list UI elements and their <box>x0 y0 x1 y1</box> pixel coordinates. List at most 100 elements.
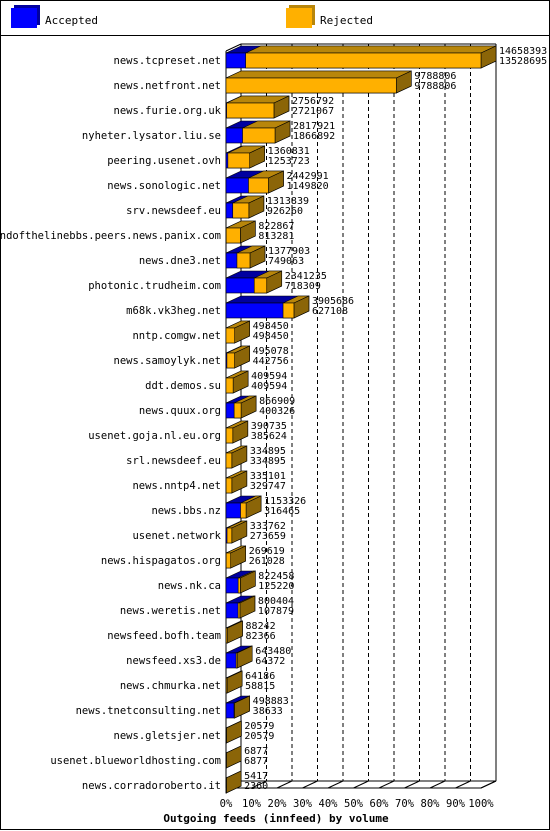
host-label: usenet.blueworldhosting.com <box>50 755 221 767</box>
host-label: peering.usenet.ovh <box>107 155 221 167</box>
rejected-value-label: 273659 <box>250 531 286 542</box>
accepted-value-label: 1153326 <box>264 496 306 507</box>
host-label: ddt.demos.su <box>145 380 221 392</box>
rejected-bar <box>237 602 241 619</box>
accepted-value-label: 390735 <box>251 421 287 432</box>
floor-tick <box>378 780 395 789</box>
rejected-bar <box>242 127 276 144</box>
x-axis-title: Outgoing feeds (innfeed) by volume <box>163 812 389 825</box>
accepted-value-label: 2817921 <box>293 121 335 132</box>
rejected-bar-side <box>225 770 242 794</box>
floor-tick <box>429 780 446 789</box>
rejected-value-label: 6877 <box>244 756 268 767</box>
rejected-bar <box>236 252 251 269</box>
host-label: photonic.trudheim.com <box>88 280 221 292</box>
accepted-value-label: 643480 <box>255 646 291 657</box>
host-label: usenet.goja.nl.eu.org <box>88 430 221 442</box>
rejected-value-label: 749063 <box>268 256 304 267</box>
rejected-bar <box>240 502 247 519</box>
accepted-value-label: 2341235 <box>285 271 327 282</box>
accepted-value-label: 2756792 <box>292 96 334 107</box>
legend-rejected-swatch <box>286 8 312 28</box>
rejected-value-label: 107879 <box>258 606 294 617</box>
rejected-bar <box>237 577 241 594</box>
rejected-value-label: 627108 <box>312 306 348 317</box>
rejected-bar-top <box>225 70 412 79</box>
rejected-value-label: 316465 <box>264 506 300 517</box>
host-label: newsfeed.bofh.team <box>107 630 221 642</box>
rejected-bar <box>235 652 238 669</box>
rejected-value-label: 2721067 <box>292 106 334 117</box>
accepted-value-label: 498450 <box>253 321 289 332</box>
accepted-value-label: 822867 <box>258 221 294 232</box>
x-tick-label: 40% <box>319 798 339 810</box>
host-label: srv.newsdeef.eu <box>126 205 221 217</box>
accepted-value-label: 64186 <box>245 671 275 682</box>
rejected-value-label: 13528695 <box>499 56 547 67</box>
x-tick-label: 90% <box>446 798 466 810</box>
host-label: newsfeed.xs3.de <box>126 655 221 667</box>
rejected-bar <box>233 402 242 419</box>
rejected-bar <box>225 627 228 644</box>
host-label: news.samoylyk.net <box>114 355 221 367</box>
accepted-value-label: 9788806 <box>414 71 456 82</box>
rejected-value-label: 125220 <box>258 581 294 592</box>
accepted-value-label: 335101 <box>250 471 286 482</box>
legend-divider <box>1 35 550 36</box>
legend-rejected-label: Rejected <box>320 14 373 27</box>
rejected-bar-top <box>245 45 497 54</box>
accepted-value-label: 88242 <box>246 621 276 632</box>
host-label: news.dne3.net <box>139 255 221 267</box>
rejected-bar <box>225 452 233 469</box>
rejected-bar <box>227 152 250 169</box>
accepted-value-label: 2442991 <box>286 171 328 182</box>
rejected-value-label: 1149820 <box>286 181 328 192</box>
accepted-value-label: 14658393 <box>499 46 547 57</box>
rejected-bar <box>225 77 397 94</box>
x-tick-label: 100% <box>468 798 494 810</box>
rejected-bar <box>225 727 227 744</box>
host-label: news.quux.org <box>139 405 221 417</box>
accepted-value-label: 269619 <box>249 546 285 557</box>
rejected-value-label: 64372 <box>255 656 285 667</box>
rejected-bar-side <box>227 620 243 644</box>
rejected-value-label: 38633 <box>253 706 283 717</box>
legend-accepted-label: Accepted <box>45 14 98 27</box>
rejected-bar <box>226 102 275 119</box>
host-label: news.corradoroberto.it <box>82 780 221 792</box>
rejected-bar-side <box>225 745 242 769</box>
floor-tick <box>404 780 420 789</box>
x-tick-label: 60% <box>370 798 390 810</box>
rejected-value-label: 2360 <box>244 781 268 792</box>
host-label: srl.newsdeef.eu <box>126 455 221 467</box>
host-label: news.tcpreset.net <box>114 55 221 67</box>
accepted-value-label: 3905686 <box>312 296 354 307</box>
rejected-value-label: 329747 <box>250 481 286 492</box>
host-label: news.furie.org.uk <box>114 105 222 117</box>
rejected-bar <box>226 352 235 369</box>
rejected-value-label: 926260 <box>267 206 303 217</box>
accepted-value-label: 409594 <box>251 371 287 382</box>
rejected-value-label: 1253723 <box>268 156 310 167</box>
host-label: news.hispagatos.org <box>101 555 221 567</box>
floor-tick <box>276 780 293 789</box>
accepted-bar <box>225 652 238 669</box>
rejected-value-label: 58815 <box>245 681 275 692</box>
rejected-value-label: 20579 <box>244 731 274 742</box>
rejected-value-label: 400326 <box>259 406 295 417</box>
accepted-value-label: 1377903 <box>268 246 310 257</box>
x-tick-label: 30% <box>293 798 313 810</box>
floor-right-edge <box>480 780 497 789</box>
rejected-bar <box>233 702 235 719</box>
rejected-value-label: 813281 <box>258 231 294 242</box>
accepted-value-label: 334895 <box>250 446 286 457</box>
floor-tick <box>353 780 369 789</box>
accepted-value-label: 800404 <box>258 596 294 607</box>
rejected-bar-side <box>230 545 246 569</box>
rejected-bar-side <box>226 670 243 694</box>
host-label: usenet.network <box>132 530 221 542</box>
rejected-bar <box>225 327 235 344</box>
x-tick-label: 50% <box>344 798 364 810</box>
x-tick-label: 80% <box>421 798 441 810</box>
rejected-bar <box>225 427 234 444</box>
